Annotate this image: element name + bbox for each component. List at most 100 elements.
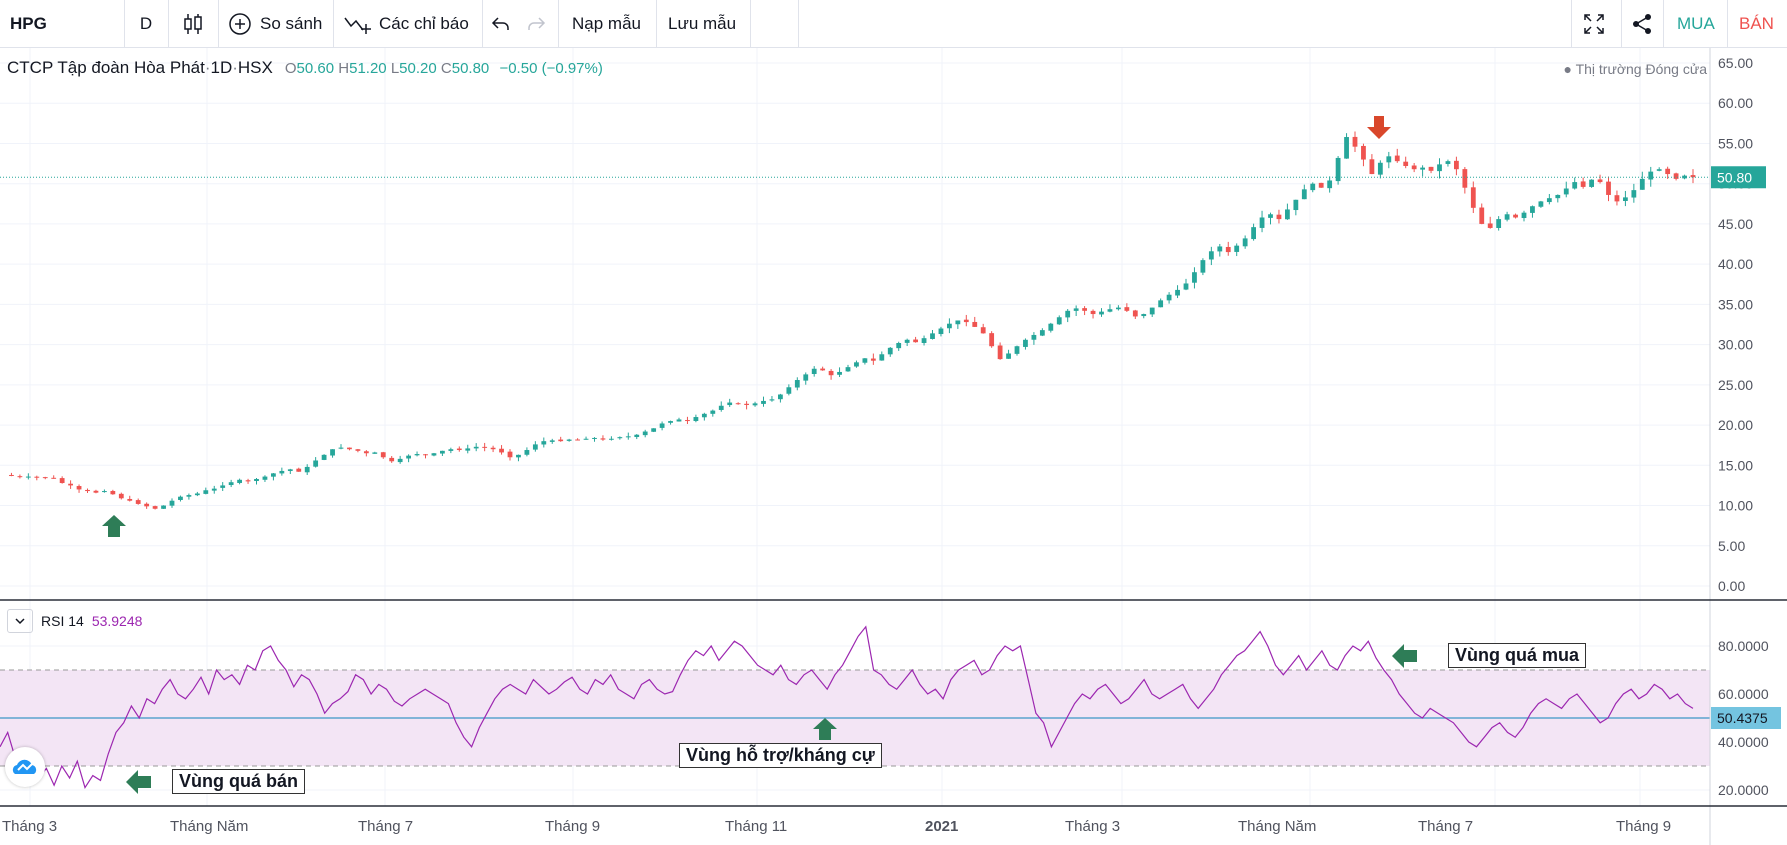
candle-body	[617, 437, 623, 439]
compare-button[interactable]: So sánh	[228, 0, 322, 47]
candle-body	[1394, 155, 1400, 162]
candle-body	[1141, 314, 1147, 317]
fullscreen-button[interactable]	[1582, 0, 1606, 47]
save-template-button[interactable]: Lưu mẫu	[668, 0, 736, 47]
price-tick-label: 45.00	[1718, 216, 1753, 232]
candle-body	[549, 440, 555, 442]
time-tick-label: Tháng 7	[358, 818, 413, 835]
sell-button[interactable]: BÁN	[1739, 0, 1774, 47]
collapse-button[interactable]	[7, 609, 33, 633]
candle-body	[17, 476, 23, 478]
price-tick-label: 55.00	[1718, 135, 1753, 151]
candle-body	[1386, 156, 1392, 163]
candle-body	[735, 403, 741, 405]
candle-body	[1631, 190, 1637, 198]
candle-body	[228, 482, 234, 486]
rsi-tick-label: 20.0000	[1718, 782, 1769, 798]
redo-icon	[528, 16, 546, 30]
load-template-label: Nạp mẫu	[572, 13, 641, 33]
price-tick-label: 20.00	[1718, 417, 1753, 433]
candle-body	[1606, 181, 1611, 195]
symbol-legend: CTCP Tập đoàn Hòa Phát · 1D · HSX O50.60…	[7, 58, 603, 78]
candle-body	[1023, 339, 1028, 347]
compare-label: So sánh	[260, 13, 323, 33]
separator	[333, 0, 334, 47]
oversold-arrow-left	[126, 770, 151, 794]
rsi-tick-label: 60.0000	[1718, 686, 1769, 702]
indicators-button[interactable]: Các chỉ báo	[343, 0, 469, 47]
candle-body	[752, 403, 758, 406]
share-button[interactable]	[1631, 0, 1653, 47]
candle-body	[913, 339, 918, 343]
candle-body	[1293, 199, 1299, 211]
candle-body	[701, 413, 707, 418]
candle-body	[727, 402, 733, 406]
price-tag-label: 50.80	[1717, 169, 1752, 185]
chevron-down-icon	[15, 618, 25, 625]
candle-body	[558, 439, 564, 442]
time-tick-label: 2021	[925, 818, 958, 835]
save-template-label: Lưu mẫu	[668, 13, 737, 33]
candle-body	[1656, 169, 1662, 171]
candle-body	[592, 437, 597, 439]
candle-body	[1285, 209, 1290, 220]
rsi-tag-label: 50.4375	[1717, 710, 1768, 726]
chart-area[interactable]: 65.0060.0055.0050.0045.0040.0035.0030.00…	[0, 48, 1787, 845]
chart-style-button[interactable]	[169, 0, 217, 47]
load-template-button[interactable]: Nạp mẫu	[572, 0, 641, 47]
separator	[1663, 0, 1664, 47]
price-tick-label: 5.00	[1718, 538, 1745, 554]
candle-body	[1065, 310, 1071, 318]
candle-body	[820, 368, 826, 371]
candle-body	[600, 438, 606, 440]
candle-body	[1420, 167, 1425, 170]
candle-body	[1124, 307, 1130, 311]
price-tick-label: 25.00	[1718, 377, 1753, 393]
buy-button[interactable]: MUA	[1677, 0, 1715, 47]
candle-body	[887, 347, 893, 355]
price-tick-label: 15.00	[1718, 457, 1753, 473]
separator	[750, 0, 751, 47]
symbol-search[interactable]: HPG	[10, 0, 110, 47]
candle-body	[271, 473, 276, 477]
candle-body	[1048, 323, 1054, 331]
separator	[1621, 0, 1622, 47]
candle-body	[566, 439, 572, 441]
candle-body	[710, 410, 716, 414]
candle-body	[1217, 246, 1223, 252]
candle-body	[1538, 201, 1544, 207]
candle-body	[473, 446, 479, 449]
interval-button[interactable]: D	[125, 0, 167, 47]
candle-body	[947, 323, 952, 329]
candle-body	[1200, 260, 1206, 273]
open-key: O	[284, 60, 297, 77]
candle-body	[1572, 182, 1578, 189]
candle-body	[1403, 161, 1409, 166]
candle-body	[127, 498, 133, 501]
time-tick-label: Tháng 3	[2, 818, 57, 835]
brand-logo[interactable]	[5, 747, 45, 787]
time-tick-label: Tháng Năm	[1238, 818, 1316, 835]
undo-button[interactable]	[490, 0, 512, 47]
rsi-tag-bg	[1711, 707, 1781, 729]
candle-body	[1690, 175, 1696, 178]
candle-body	[778, 394, 783, 400]
oversold-callout: Vùng quá bán	[172, 769, 305, 794]
candle-body	[676, 419, 682, 422]
candle-body	[1369, 159, 1375, 175]
time-tick-label: Tháng Năm	[170, 818, 248, 835]
candle-body	[1496, 219, 1502, 228]
price-tick-label: 40.00	[1718, 256, 1753, 272]
candle-body	[1158, 300, 1164, 308]
candle-body	[1673, 173, 1679, 179]
candle-body	[972, 321, 978, 327]
close-value: 50.80	[451, 60, 490, 77]
candle-body	[490, 447, 496, 450]
candle-body	[389, 457, 395, 462]
candle-body	[1546, 198, 1552, 203]
candle-body	[507, 451, 513, 458]
redo-button[interactable]	[525, 0, 547, 47]
candle-body	[1352, 136, 1358, 147]
candle-body	[541, 441, 547, 445]
candle-body	[363, 451, 369, 454]
